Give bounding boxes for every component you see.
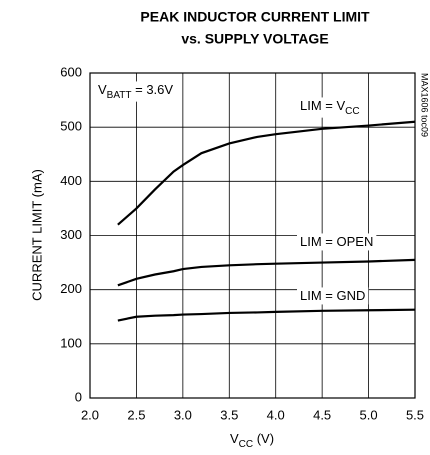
series-line — [117, 120, 416, 226]
y-tick-label: 300 — [60, 227, 82, 242]
x-axis-label: VCC (V) — [230, 431, 274, 449]
plot-frame — [89, 72, 416, 399]
side-note: MAX1606 toc09 — [420, 73, 430, 137]
annotation-bg — [297, 233, 377, 251]
x-axis-label-text: V — [230, 431, 239, 446]
annotation-text: LIM = GND — [300, 288, 365, 303]
x-tick-label: 2.0 — [81, 407, 99, 422]
annotation-bg — [95, 81, 177, 102]
x-axis-label-sub: CC — [239, 439, 253, 450]
x-tick-label: 2.5 — [127, 407, 145, 422]
y-axis-label: CURRENT LIMIT (mA) — [29, 169, 44, 301]
x-axis-label-tail: (V) — [253, 431, 274, 446]
annotation-bg — [297, 97, 363, 118]
y-tick-label: 100 — [60, 335, 82, 350]
x-tick-label: 4.5 — [313, 407, 331, 422]
annotation-sub: CC — [345, 106, 359, 117]
annotation: LIM = OPEN — [300, 234, 373, 249]
x-tick-label: 4.0 — [267, 407, 285, 422]
y-tick-label: 0 — [75, 389, 82, 404]
annotation-tail: = 3.6V — [132, 82, 174, 97]
series-line — [117, 308, 416, 322]
annotation: LIM = GND — [300, 288, 365, 303]
chart-subtitle: vs. SUPPLY VOLTAGE — [181, 31, 328, 47]
y-tick-label: 500 — [60, 119, 82, 134]
annotation-sub: BATT — [107, 90, 132, 101]
y-tick-label: 200 — [60, 281, 82, 296]
series-line — [117, 258, 416, 287]
y-tick-label: 600 — [60, 64, 82, 79]
annotation-bg — [297, 287, 369, 305]
annotation-text: LIM = V — [300, 98, 345, 113]
x-tick-label: 5.0 — [360, 407, 378, 422]
annotation-text: LIM = OPEN — [300, 234, 373, 249]
x-tick-label: 3.0 — [174, 407, 192, 422]
chart-title: PEAK INDUCTOR CURRENT LIMIT — [140, 9, 370, 25]
y-tick-label: 400 — [60, 173, 82, 188]
annotation: VBATT = 3.6V — [98, 82, 173, 100]
x-tick-label: 5.5 — [406, 407, 424, 422]
x-tick-label: 3.5 — [220, 407, 238, 422]
annotation-text: V — [98, 82, 107, 97]
annotation: LIM = VCC — [300, 98, 360, 116]
